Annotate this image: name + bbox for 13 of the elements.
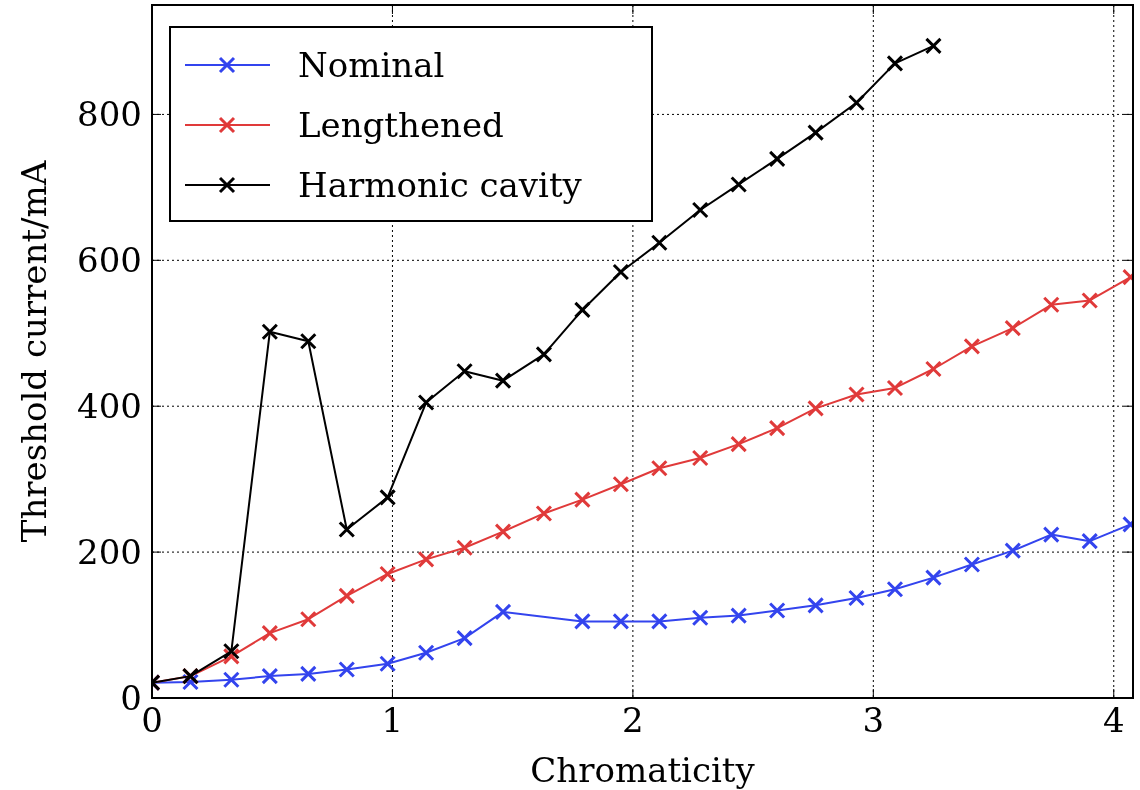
x-tick-label: 3 xyxy=(862,700,885,740)
y-axis-title: Threshold current/mA xyxy=(14,160,54,543)
x-axis-title: Chromaticity xyxy=(530,750,756,790)
x-tick-label: 2 xyxy=(622,700,644,740)
y-tick-label: 200 xyxy=(77,532,142,573)
y-tick-label: 800 xyxy=(77,94,142,135)
legend-label: Harmonic cavity xyxy=(298,164,583,205)
y-tick-label: 400 xyxy=(77,386,142,427)
legend-label: Lengthened xyxy=(298,104,504,145)
y-tick-label: 600 xyxy=(77,240,142,281)
x-tick-label: 4 xyxy=(1102,700,1125,740)
legend-label: Nominal xyxy=(298,44,445,85)
x-tick-label: 1 xyxy=(381,700,404,740)
